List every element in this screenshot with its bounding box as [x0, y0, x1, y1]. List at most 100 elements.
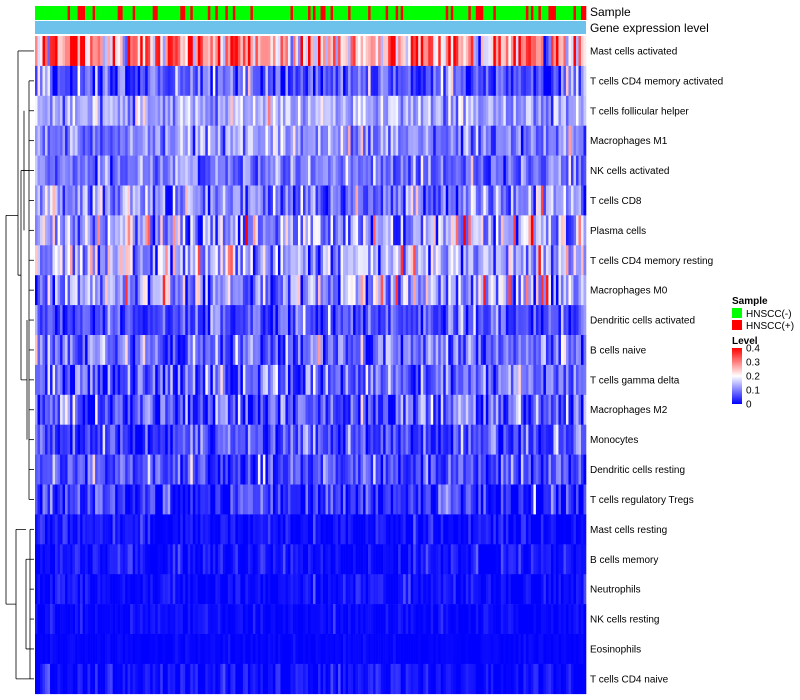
heatmap-cell	[490, 245, 494, 276]
heatmap-cell	[368, 275, 371, 306]
heatmap-cell	[67, 215, 71, 246]
heatmap-cell	[42, 155, 46, 186]
heatmap-cell	[295, 335, 299, 366]
sample-annotation-cell	[107, 6, 111, 20]
heatmap-cell	[575, 305, 579, 336]
heatmap-cell	[375, 335, 379, 366]
heatmap-cell	[137, 36, 141, 67]
heatmap-cell	[182, 125, 186, 156]
heatmap-cell	[267, 335, 271, 366]
heatmap-cell	[275, 424, 279, 455]
heatmap-cell	[142, 305, 146, 336]
heatmap-cell	[355, 574, 359, 605]
heatmap-cell	[270, 484, 274, 515]
heatmap-cell	[225, 95, 229, 126]
heatmap-cell	[197, 305, 201, 336]
heatmap-cell	[543, 275, 547, 306]
heatmap-cell	[388, 125, 391, 156]
heatmap-cell	[297, 514, 301, 545]
heatmap-cell	[528, 36, 532, 67]
heatmap-cell	[353, 155, 356, 186]
heatmap-cell	[475, 484, 479, 515]
heatmap-cell	[45, 245, 48, 276]
heatmap-cell	[260, 305, 264, 336]
heatmap-cell	[167, 604, 171, 635]
heatmap-cell	[122, 514, 126, 545]
heatmap-cell	[120, 245, 123, 276]
heatmap-cell	[302, 394, 306, 425]
heatmap-cell	[313, 663, 316, 695]
heatmap-cell	[287, 484, 291, 515]
heatmap-cell	[528, 215, 532, 246]
heatmap-cell	[448, 544, 452, 575]
heatmap-cell	[510, 305, 514, 336]
heatmap-cell	[488, 634, 492, 665]
heatmap-cell	[343, 634, 346, 665]
heatmap-cell	[240, 155, 244, 186]
heatmap-cell	[117, 215, 121, 246]
heatmap-cell	[558, 634, 562, 665]
heatmap-cell	[440, 394, 444, 425]
heatmap-cell	[430, 544, 434, 575]
heatmap-cell	[172, 335, 176, 366]
heatmap-cell	[282, 454, 286, 485]
heatmap-cell	[463, 394, 467, 425]
heatmap-cell	[197, 364, 201, 396]
heatmap-cell	[440, 125, 444, 156]
heatmap-cell	[130, 364, 133, 396]
heatmap-cell	[355, 514, 359, 545]
heatmap-cell	[275, 95, 279, 126]
heatmap-cell	[520, 484, 524, 515]
heatmap-cell	[505, 634, 509, 665]
heatmap-cell	[107, 185, 111, 216]
heatmap-cell	[242, 155, 246, 186]
heatmap-cell	[200, 305, 204, 336]
heatmap-cell	[563, 484, 567, 515]
heatmap-cell	[275, 36, 279, 67]
heatmap-cell	[465, 36, 469, 67]
heatmap-cell	[410, 514, 414, 545]
heatmap-cell	[510, 245, 514, 276]
heatmap-cell	[120, 544, 123, 575]
heatmap-cell	[410, 95, 414, 126]
heatmap-cell	[167, 65, 171, 97]
heatmap-cell	[207, 36, 211, 67]
heatmap-cell	[190, 424, 194, 455]
heatmap-cell	[260, 634, 264, 665]
heatmap-cell	[217, 634, 221, 665]
heatmap-cell	[155, 544, 159, 575]
heatmap-cell	[182, 65, 186, 97]
heatmap-cell	[523, 185, 527, 216]
heatmap-cell	[117, 394, 121, 425]
heatmap-cell	[237, 245, 241, 276]
heatmap-cell	[110, 36, 113, 67]
heatmap-cell	[237, 364, 241, 396]
sample-annotation-cell	[132, 6, 136, 20]
heatmap-cell	[503, 484, 507, 515]
heatmap-cell	[338, 574, 341, 605]
heatmap-cell	[217, 514, 221, 545]
heatmap-cell	[60, 305, 63, 336]
heatmap-cell	[180, 275, 184, 306]
heatmap-cell	[528, 125, 532, 156]
heatmap-cell	[313, 514, 316, 545]
heatmap-cell	[57, 663, 61, 695]
heatmap-cell	[292, 125, 296, 156]
heatmap-cell	[453, 245, 457, 276]
heatmap-cell	[473, 185, 477, 216]
heatmap-cell	[82, 215, 86, 246]
heatmap-cell	[195, 155, 199, 186]
heatmap-cell	[105, 305, 108, 336]
heatmap-cell	[285, 275, 289, 306]
heatmap-cell	[97, 663, 101, 695]
heatmap-cell	[47, 424, 51, 455]
heatmap-cell	[82, 125, 86, 156]
heatmap-cell	[543, 65, 547, 97]
heatmap-cell	[558, 155, 562, 186]
heatmap-cell	[363, 305, 366, 336]
heatmap-cell	[575, 335, 579, 366]
heatmap-cell	[418, 394, 421, 425]
sample-annotation-cell	[300, 6, 304, 20]
heatmap-cell	[510, 544, 514, 575]
heatmap-cell	[275, 305, 279, 336]
